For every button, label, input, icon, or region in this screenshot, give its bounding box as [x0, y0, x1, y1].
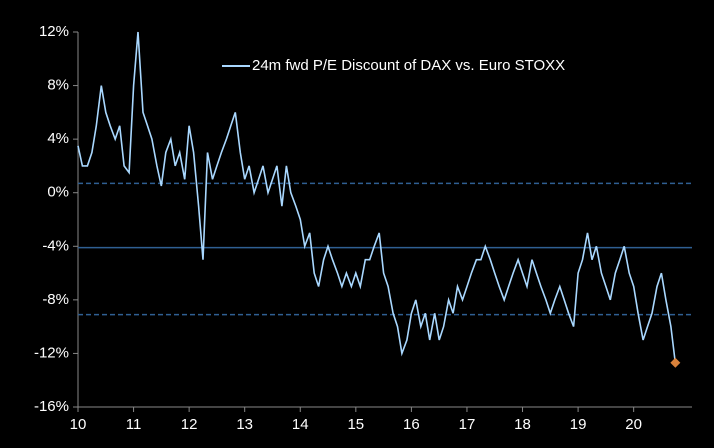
x-tick-label: 19 [570, 416, 587, 433]
x-tick-label: 17 [459, 416, 476, 433]
x-tick-label: 16 [403, 416, 420, 433]
y-tick-label: 0% [47, 184, 69, 201]
y-tick-label: -16% [34, 398, 69, 415]
x-tick-label: 20 [625, 416, 642, 433]
x-tick-label: 11 [126, 416, 142, 433]
legend-label: 24m fwd P/E Discount of DAX vs. Euro STO… [252, 57, 565, 74]
x-tick-label: 13 [236, 416, 253, 433]
y-tick-label: 8% [47, 77, 69, 94]
x-tick-label: 12 [181, 416, 198, 433]
x-tick-label: 10 [70, 416, 87, 433]
y-tick-label: -12% [34, 344, 69, 361]
series-line [77, 31, 677, 363]
y-tick-label: -4% [42, 237, 69, 254]
y-tick-label: 12% [39, 23, 69, 40]
end-marker [670, 357, 681, 368]
x-tick-label: 14 [292, 416, 309, 433]
y-tick-label: -8% [42, 291, 69, 308]
x-tick-label: 15 [347, 416, 364, 433]
x-tick-label: 18 [514, 416, 531, 433]
y-tick-label: 4% [47, 130, 69, 147]
